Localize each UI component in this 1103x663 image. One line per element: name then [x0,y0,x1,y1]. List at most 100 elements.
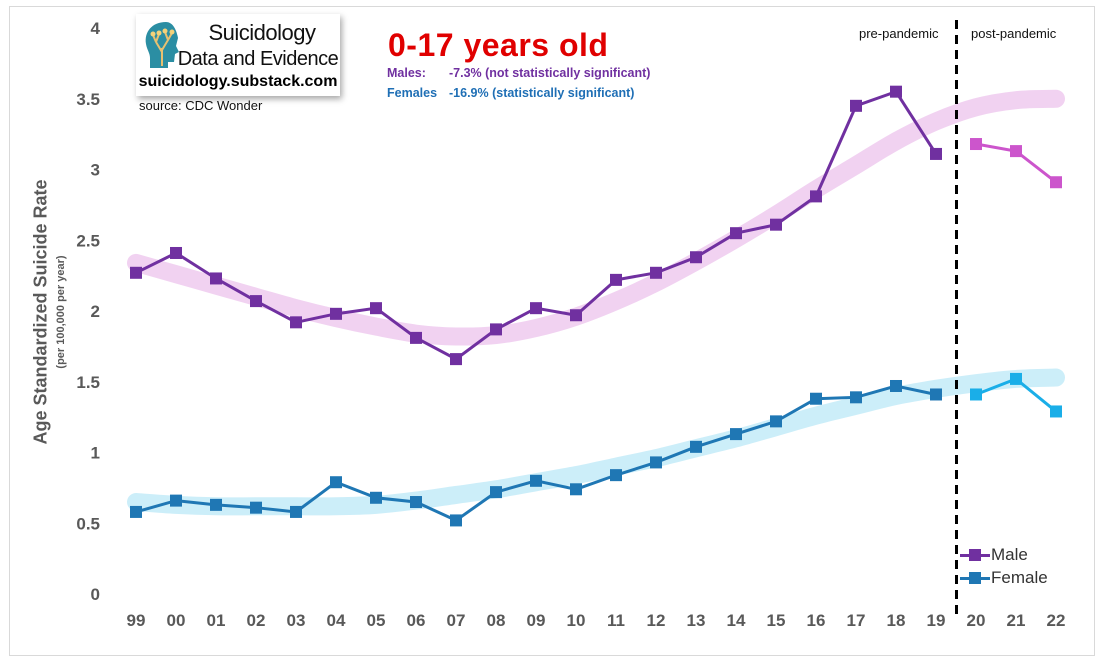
point-female-14[interactable] [730,428,742,441]
point-male-14[interactable] [730,227,742,240]
point-male-06[interactable] [410,331,422,344]
point-male-13[interactable] [690,251,702,264]
point-female-13[interactable] [690,440,702,453]
y-axis-title-main: Age Standardized Suicide Rate [30,179,51,445]
legend-label-female: Female [991,568,1048,587]
point-male-20[interactable] [970,138,982,151]
x-tick-label: 14 [727,611,746,630]
point-female-16[interactable] [810,392,822,405]
point-male-05[interactable] [370,302,382,315]
point-male-12[interactable] [650,266,662,279]
male-stat-row: Males: -7.3% (not statistically significa… [387,66,650,80]
x-axis-ticks: 99 00 01 02 03 04 05 06 07 08 09 10 11 12 13 14 15 16 17 18… [127,611,1066,630]
x-tick-label: 18 [887,611,906,630]
y-tick-label: 0.5 [76,514,100,533]
point-female-19[interactable] [930,388,942,401]
female-stat-value: -16.9% (statistically significant) [449,86,635,100]
y-tick-label: 1.5 [76,373,100,392]
point-female-22[interactable] [1050,405,1062,418]
point-female-09[interactable] [530,474,542,487]
logo-url[interactable]: suicidology.substack.com [138,73,338,90]
trend-bands [127,89,1065,516]
point-female-15[interactable] [770,415,782,428]
x-tick-label: 01 [207,611,226,630]
x-tick-label: 05 [367,611,386,630]
male-stat-value: -7.3% (not statistically significant) [449,66,651,80]
point-female-06[interactable] [410,496,422,509]
x-tick-label: 99 [127,611,146,630]
y-tick-label: 4 [91,19,101,38]
y-tick-label: 3.5 [76,90,100,109]
point-male-10[interactable] [570,309,582,322]
female-stat-label: Females [387,86,438,100]
source-note: source: CDC Wonder [139,98,263,113]
point-male-99[interactable] [130,266,142,279]
x-tick-label: 08 [487,611,506,630]
point-female-17[interactable] [850,391,862,404]
x-tick-label: 00 [167,611,186,630]
x-tick-label: 16 [807,611,826,630]
point-male-04[interactable] [330,307,342,320]
trend-band-male [127,89,1065,346]
logo-title-line1: Suicidology [208,20,316,45]
legend-swatch-male [960,549,990,561]
point-female-04[interactable] [330,476,342,489]
x-tick-label: 11 [607,611,625,630]
x-tick-label: 03 [287,611,306,630]
trend-band-female [127,368,1065,516]
x-tick-label: 07 [447,611,466,630]
data-series [130,85,1062,527]
point-male-15[interactable] [770,218,782,231]
point-female-20[interactable] [970,388,982,401]
chart-title: 0-17 years old [388,27,609,63]
y-tick-label: 2.5 [76,231,100,250]
point-male-02[interactable] [250,295,262,308]
legend-label-male: Male [991,545,1028,564]
point-male-03[interactable] [290,316,302,329]
y-tick-label: 3 [91,161,100,180]
x-tick-label: 06 [407,611,426,630]
point-female-12[interactable] [650,456,662,469]
x-tick-label: 10 [567,611,586,630]
logo-box: Suicidology Data and Evidence suicidolog… [136,14,340,96]
head-tree-icon [142,20,182,70]
point-female-11[interactable] [610,469,622,482]
point-female-03[interactable] [290,505,302,518]
legend-swatch-female [960,572,990,584]
point-male-18[interactable] [890,85,902,98]
x-tick-label: 13 [687,611,706,630]
point-female-05[interactable] [370,491,382,504]
point-male-00[interactable] [170,246,182,259]
point-female-08[interactable] [490,486,502,499]
x-tick-label: 09 [527,611,546,630]
point-female-07[interactable] [450,514,462,527]
point-male-21[interactable] [1010,145,1022,158]
point-female-18[interactable] [890,379,902,392]
y-tick-label: 2 [91,302,100,321]
point-male-09[interactable] [530,302,542,315]
point-female-10[interactable] [570,483,582,496]
x-tick-label: 19 [927,611,946,630]
point-male-19[interactable] [930,147,942,160]
point-female-99[interactable] [130,505,142,518]
point-female-01[interactable] [210,498,222,511]
point-female-00[interactable] [170,494,182,507]
male-stat-label: Males: [387,66,426,80]
point-female-02[interactable] [250,501,262,514]
x-tick-label: 02 [247,611,266,630]
point-female-21[interactable] [1010,372,1022,385]
female-stat-row: Females -16.9% (statistically significant… [387,86,634,100]
y-tick-label: 1 [91,444,100,463]
point-male-17[interactable] [850,99,862,112]
pre-pandemic-label: pre-pandemic [859,26,939,41]
point-male-07[interactable] [450,353,462,366]
point-male-01[interactable] [210,272,222,285]
x-tick-label: 22 [1047,611,1066,630]
y-axis-title-sub: (per 100,000 per year) [55,255,67,369]
point-male-16[interactable] [810,190,822,203]
point-male-22[interactable] [1050,176,1062,189]
point-male-11[interactable] [610,273,622,286]
point-male-08[interactable] [490,323,502,336]
y-tick-label: 0 [91,585,100,604]
